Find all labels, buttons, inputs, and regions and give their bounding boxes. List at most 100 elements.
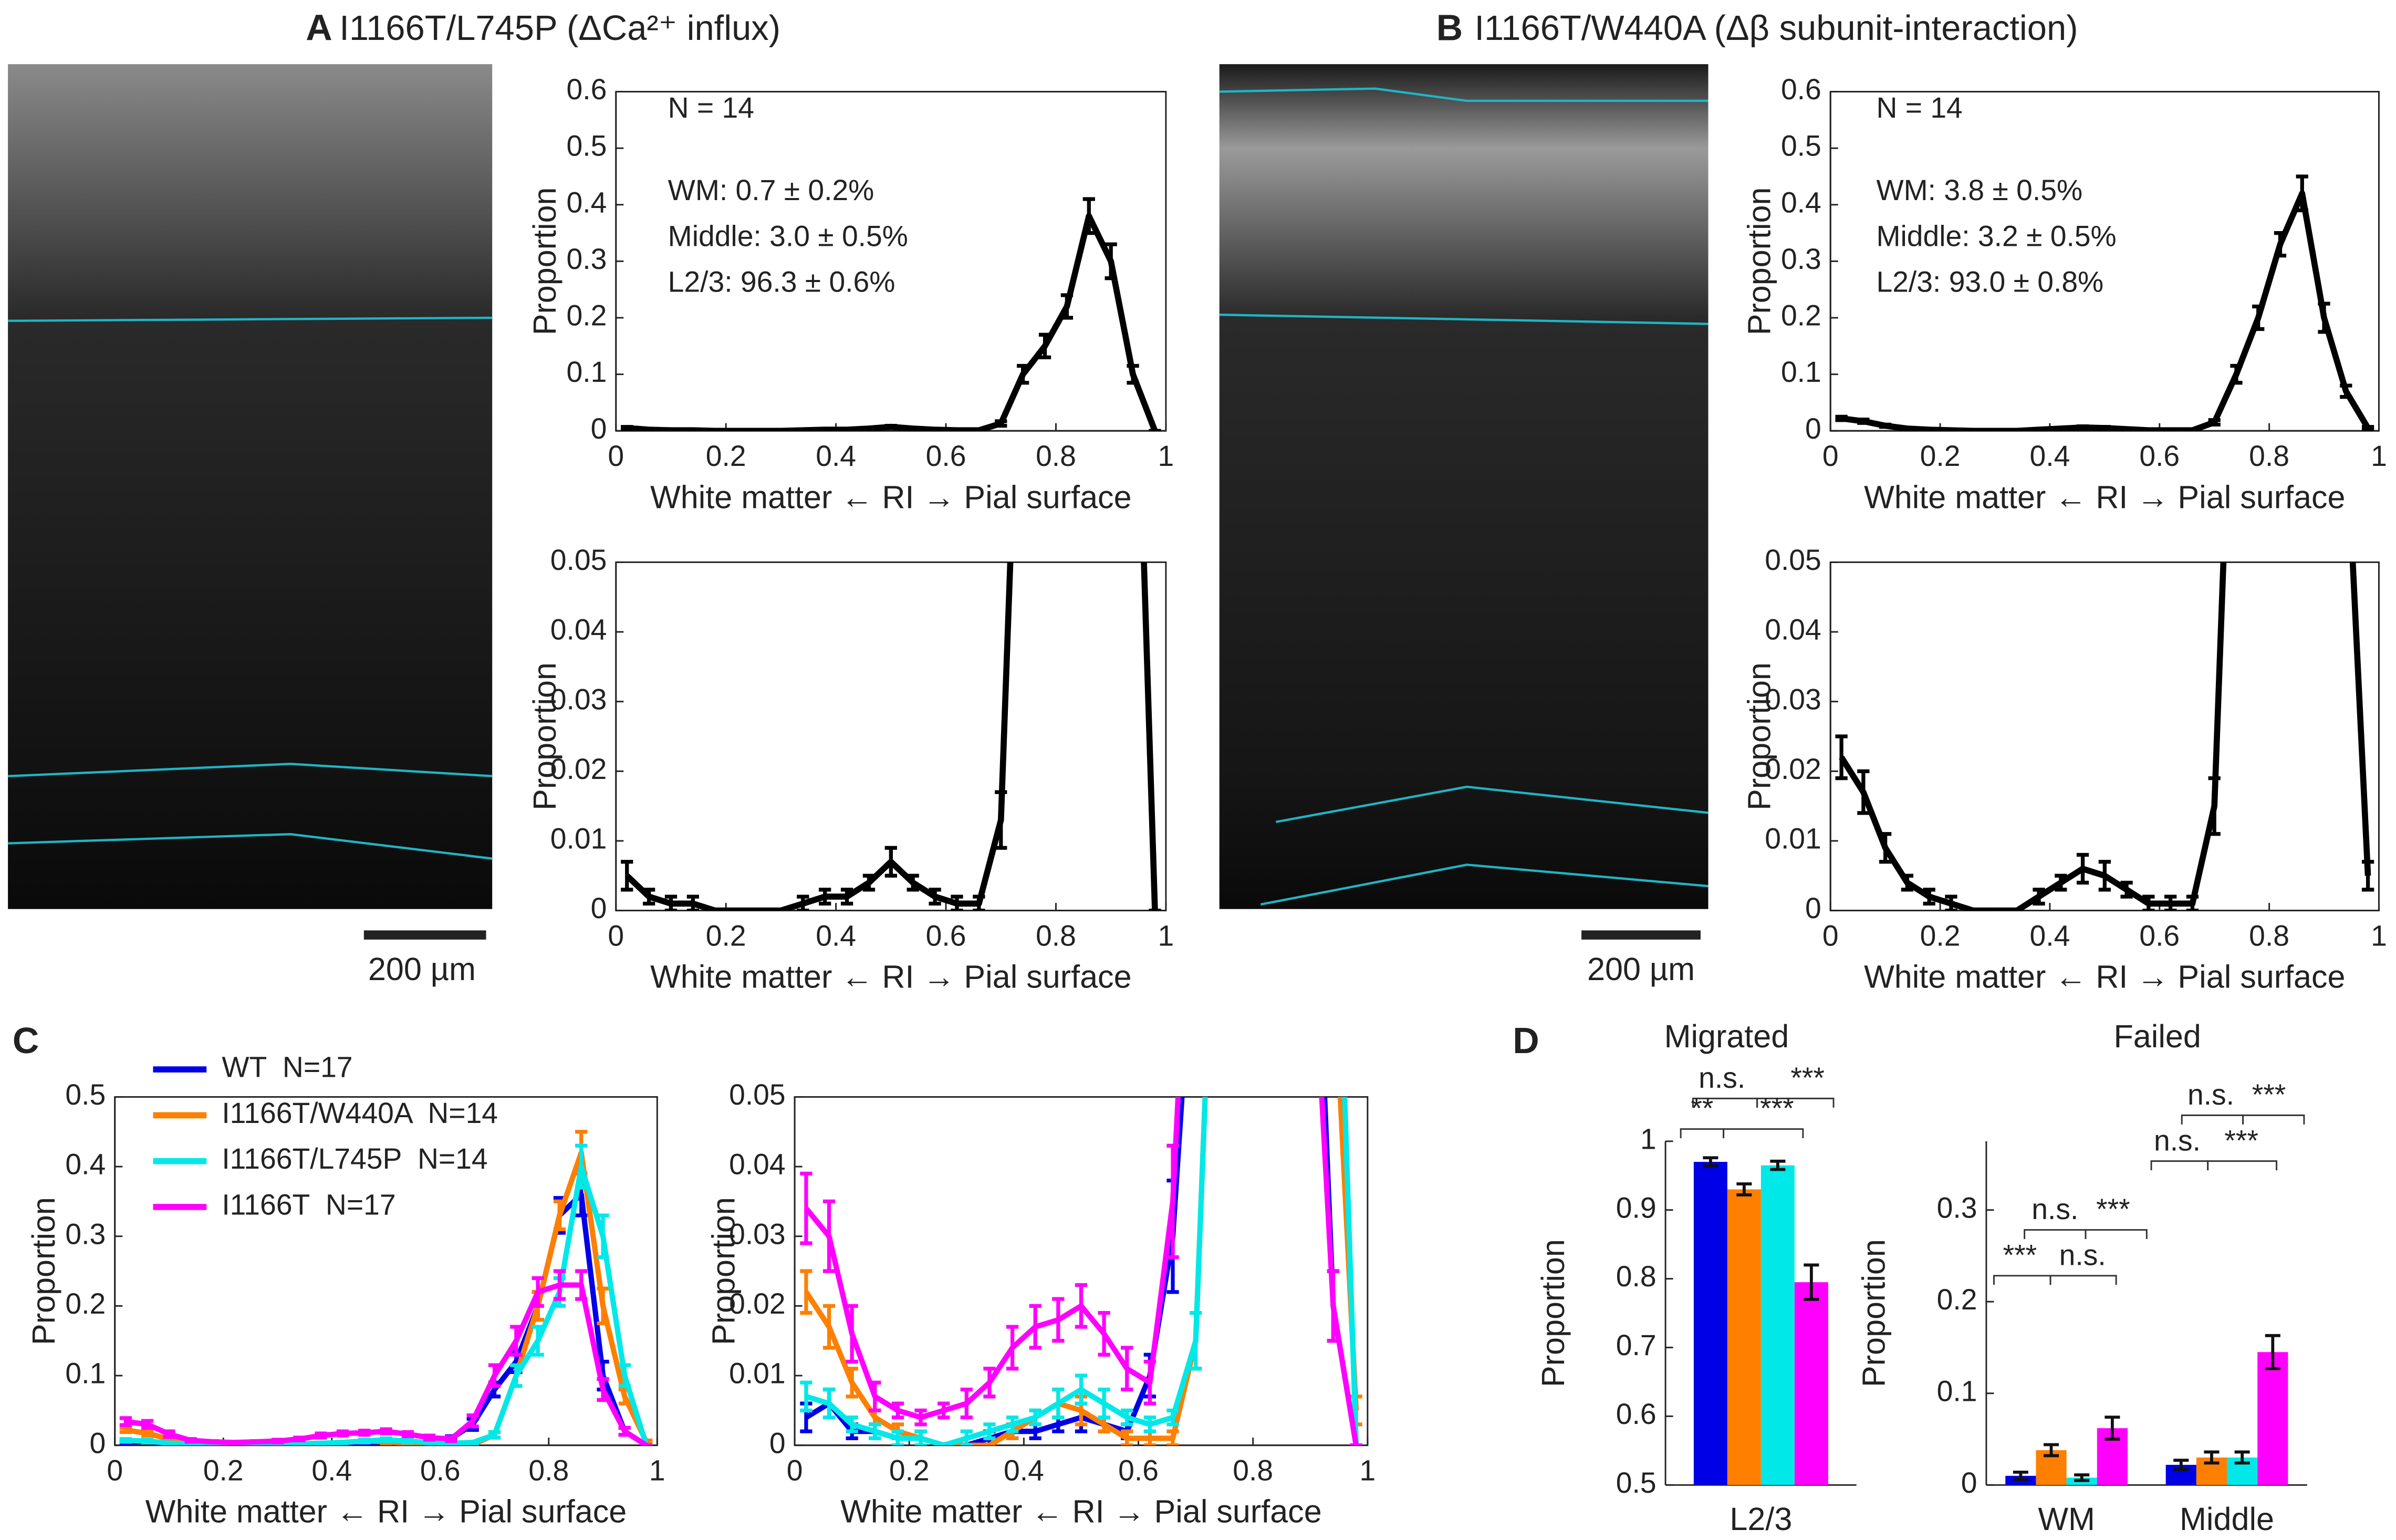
x-tick-label: 0.8: [2249, 920, 2289, 952]
error-bar: [2120, 426, 2133, 431]
plot-area: [800, 1097, 1362, 1445]
error-bar: [271, 1438, 284, 1444]
chart: 0 0.1 0.2 0.3 0.4 0.5 Proportion C 0 0.2 0.4 0.6 0.8…: [13, 1020, 665, 1529]
error-bar: [664, 894, 678, 911]
y-tick-label: 0.01: [1765, 823, 1821, 855]
scale-bar-label: 200 µm: [1587, 951, 1695, 987]
error-bar: [822, 1387, 836, 1420]
error-bar: [1879, 832, 1892, 864]
significance-bracket: [2181, 1114, 2244, 1125]
error-bar: [1166, 1143, 1179, 1260]
micrograph-a: [8, 64, 493, 940]
error-bar: [1770, 1159, 1786, 1171]
error-bar: [532, 1276, 544, 1308]
error-bar: [907, 426, 919, 431]
y-tick-label: 0: [1805, 892, 1821, 924]
error-bar: [800, 1171, 812, 1245]
error-bar: [2098, 425, 2111, 431]
x-tick-label: 0: [107, 1454, 123, 1487]
x-tick-label: 0.8: [1233, 1454, 1273, 1487]
error-bar: [2186, 428, 2199, 431]
error-bar: [800, 1269, 812, 1315]
error-bar: [2055, 873, 2067, 892]
x-tick-label: 0.2: [889, 1454, 930, 1487]
error-bar: [846, 1415, 858, 1433]
significance-label: n.s.: [2059, 1239, 2106, 1271]
y-tick-label: 0.3: [65, 1218, 106, 1250]
x-tick-label: 0.2: [706, 440, 746, 472]
y-axis-label: Proportion: [1741, 662, 1777, 810]
error-bar: [2274, 231, 2287, 258]
error-bar: [686, 894, 700, 911]
chart-title: Migrated: [1664, 1018, 1789, 1054]
error-bar: [2033, 427, 2045, 431]
error-bar: [228, 1440, 241, 1445]
chart-title: I1166T/L745P (ΔCa²⁺ influx): [339, 8, 780, 48]
plot-area: [621, 562, 1161, 911]
x-tick-label: 0.8: [2249, 440, 2289, 472]
error-bar: [315, 1440, 327, 1445]
error-bar: [488, 1363, 501, 1388]
y-tick-label: 0: [1805, 412, 1821, 445]
x-tick-label: 0.6: [2139, 440, 2180, 472]
y-tick-label: 0.1: [1781, 356, 1821, 388]
x-tick-label: 0.6: [420, 1454, 461, 1487]
error-bar: [2265, 1334, 2280, 1370]
error-bar: [1703, 1156, 1718, 1168]
significance-bracket: [2049, 1275, 2117, 1285]
error-bar: [1945, 428, 1957, 431]
error-bar: [1052, 1387, 1065, 1420]
error-bar: [315, 1431, 327, 1440]
chart: 0 0.01 0.02 0.03 0.04 0.05 Proportion 0 0.2 0.4 0.…: [705, 1078, 1376, 1529]
error-bar: [951, 428, 963, 431]
significance-label: **: [1691, 1092, 1713, 1125]
error-bar: [1075, 1283, 1088, 1329]
error-bar: [1121, 1408, 1133, 1427]
error-bar: [119, 1425, 132, 1434]
y-tick-label: 0.03: [729, 1218, 786, 1250]
chart: 0 0.1 0.2 0.3 0.4 0.5 0.6 Proportion B 0 0.2 0.4 0.6…: [1436, 7, 2387, 987]
bar: [1727, 1189, 1761, 1485]
chart-title: Failed: [2114, 1018, 2201, 1054]
x-axis-label: White matter ← RI → Pial surface: [145, 1494, 627, 1529]
error-bar: [907, 873, 919, 892]
error-bar: [937, 1401, 950, 1420]
y-axis-label: Proportion: [1856, 1239, 1892, 1387]
y-axis-label: Proportion: [26, 1197, 61, 1345]
axes-frame: [1829, 561, 2380, 912]
error-bar: [380, 1427, 392, 1435]
error-bar: [2098, 860, 2111, 892]
plot-area: [1835, 562, 2374, 911]
panel-label: D: [1513, 1020, 1539, 1061]
significance-bracket: [2085, 1229, 2148, 1239]
y-tick-label: 1: [1640, 1122, 1657, 1155]
annotation: N = 14: [1876, 91, 1962, 124]
error-bar: [1190, 1311, 1202, 1371]
significance-bracket: [1993, 1275, 2051, 1285]
y-tick-label: 0: [1961, 1466, 1977, 1499]
significance-bracket: [1680, 1128, 1725, 1139]
significance-label: ***: [2252, 1078, 2286, 1111]
y-tick-label: 0.6: [1781, 73, 1821, 106]
error-bar: [862, 873, 876, 892]
y-tick-label: 0.5: [65, 1078, 106, 1111]
error-bar: [2076, 424, 2089, 431]
x-tick-label: 0.6: [926, 440, 966, 472]
error-bar: [1017, 363, 1029, 385]
y-tick-label: 0.5: [1616, 1466, 1657, 1499]
error-bar: [819, 888, 831, 906]
error-bar: [358, 1438, 371, 1444]
legend-label: I1166T N=17: [222, 1188, 395, 1221]
error-bar: [618, 1425, 631, 1437]
chart: 0 0.1 0.2 0.3 0.4 0.5 0.6 Proportion A 0 0.2 0.4 0.6…: [306, 7, 1174, 987]
error-bar: [2252, 304, 2265, 331]
bar: [1760, 1165, 1795, 1485]
error-bar: [686, 428, 700, 431]
error-bar: [2120, 880, 2133, 899]
y-tick-label: 0.04: [729, 1148, 786, 1181]
error-bar: [951, 894, 963, 911]
error-bar: [822, 1199, 836, 1273]
error-bar: [466, 1440, 479, 1445]
error-bar: [1038, 332, 1051, 359]
error-bar: [206, 1439, 219, 1444]
